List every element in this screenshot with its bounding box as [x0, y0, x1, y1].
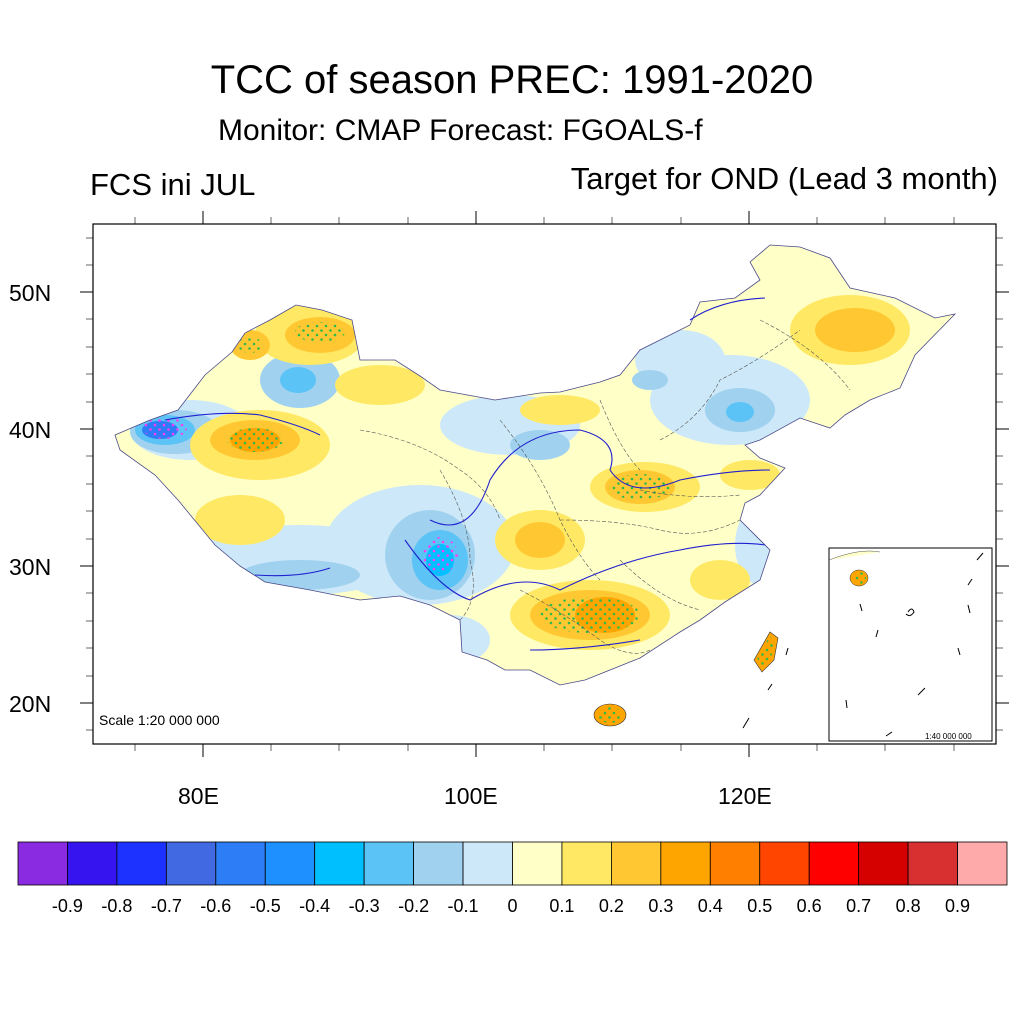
colorbar-label: 0.9 — [945, 896, 971, 916]
page-title: TCC of season PREC: 1991-2020 — [210, 58, 814, 102]
colorbar-label: 0.4 — [697, 896, 723, 916]
lon-label-100e: 100E — [444, 783, 498, 809]
colorbar-label: -0.6 — [200, 896, 232, 916]
colorbar-box — [363, 841, 414, 886]
colorbar-label: -0.4 — [299, 896, 331, 916]
colorbar-box — [561, 841, 612, 886]
colorbar-label: 0.1 — [549, 896, 575, 916]
colorbar-box — [957, 841, 1008, 886]
colorbar-box — [116, 841, 167, 886]
colorbar-label: 0.6 — [796, 896, 822, 916]
colorbar-box — [215, 841, 266, 886]
colorbar-box — [512, 841, 563, 886]
lat-label-50n: 50N — [9, 280, 52, 306]
axis-ticks — [80, 211, 1009, 757]
scale-note: Scale 1:20 000 000 — [99, 712, 220, 728]
south-sea-marks — [742, 647, 789, 729]
inset-scale-note: 1:40 000 000 — [925, 732, 972, 741]
china-boundary — [114, 244, 957, 686]
colorbar-box — [314, 841, 365, 886]
colorbar-label: 0.2 — [598, 896, 624, 916]
colorbar-box — [709, 841, 761, 886]
lon-label-80e: 80E — [178, 783, 219, 809]
colorbar-label: 0.3 — [648, 896, 674, 916]
target-label: Target for OND (Lead 3 month) — [570, 161, 998, 196]
colorbar-box — [759, 841, 810, 886]
colorbar-label: -0.8 — [101, 896, 133, 916]
subtitle: Monitor: CMAP Forecast: FGOALS-f — [218, 114, 703, 147]
colorbar-box — [611, 841, 662, 886]
colorbar-label: 0.8 — [895, 896, 921, 916]
colorbar-box — [808, 841, 860, 886]
colorbar-box — [165, 841, 217, 886]
colorbar-label: -0.9 — [51, 896, 83, 916]
colorbar-label: -0.1 — [447, 896, 479, 916]
colorbar-box — [907, 841, 958, 886]
colorbar-box — [462, 841, 513, 886]
colorbar-label: -0.2 — [398, 896, 430, 916]
colorbar — [17, 841, 1008, 886]
colorbar-box — [660, 841, 711, 886]
colorbar-box — [413, 841, 464, 886]
lat-label-40n: 40N — [9, 417, 52, 443]
lon-label-120e: 120E — [718, 783, 772, 809]
colorbar-box — [17, 841, 68, 886]
colorbar-box — [858, 841, 909, 886]
colorbar-label: -0.7 — [150, 896, 182, 916]
lat-label-20n: 20N — [9, 691, 52, 717]
province-borders — [359, 319, 851, 654]
colorbar-label: -0.5 — [249, 896, 281, 916]
initialization-label: FCS ini JUL — [90, 167, 256, 202]
colorbar-box — [264, 841, 316, 886]
colorbar-label: -0.3 — [348, 896, 380, 916]
colorbar-box — [67, 841, 118, 886]
colorbar-label: 0.7 — [846, 896, 872, 916]
colorbar-label: 0 — [507, 896, 518, 916]
rivers — [164, 297, 771, 651]
lat-label-30n: 30N — [9, 554, 52, 580]
colorbar-label: 0.5 — [747, 896, 773, 916]
